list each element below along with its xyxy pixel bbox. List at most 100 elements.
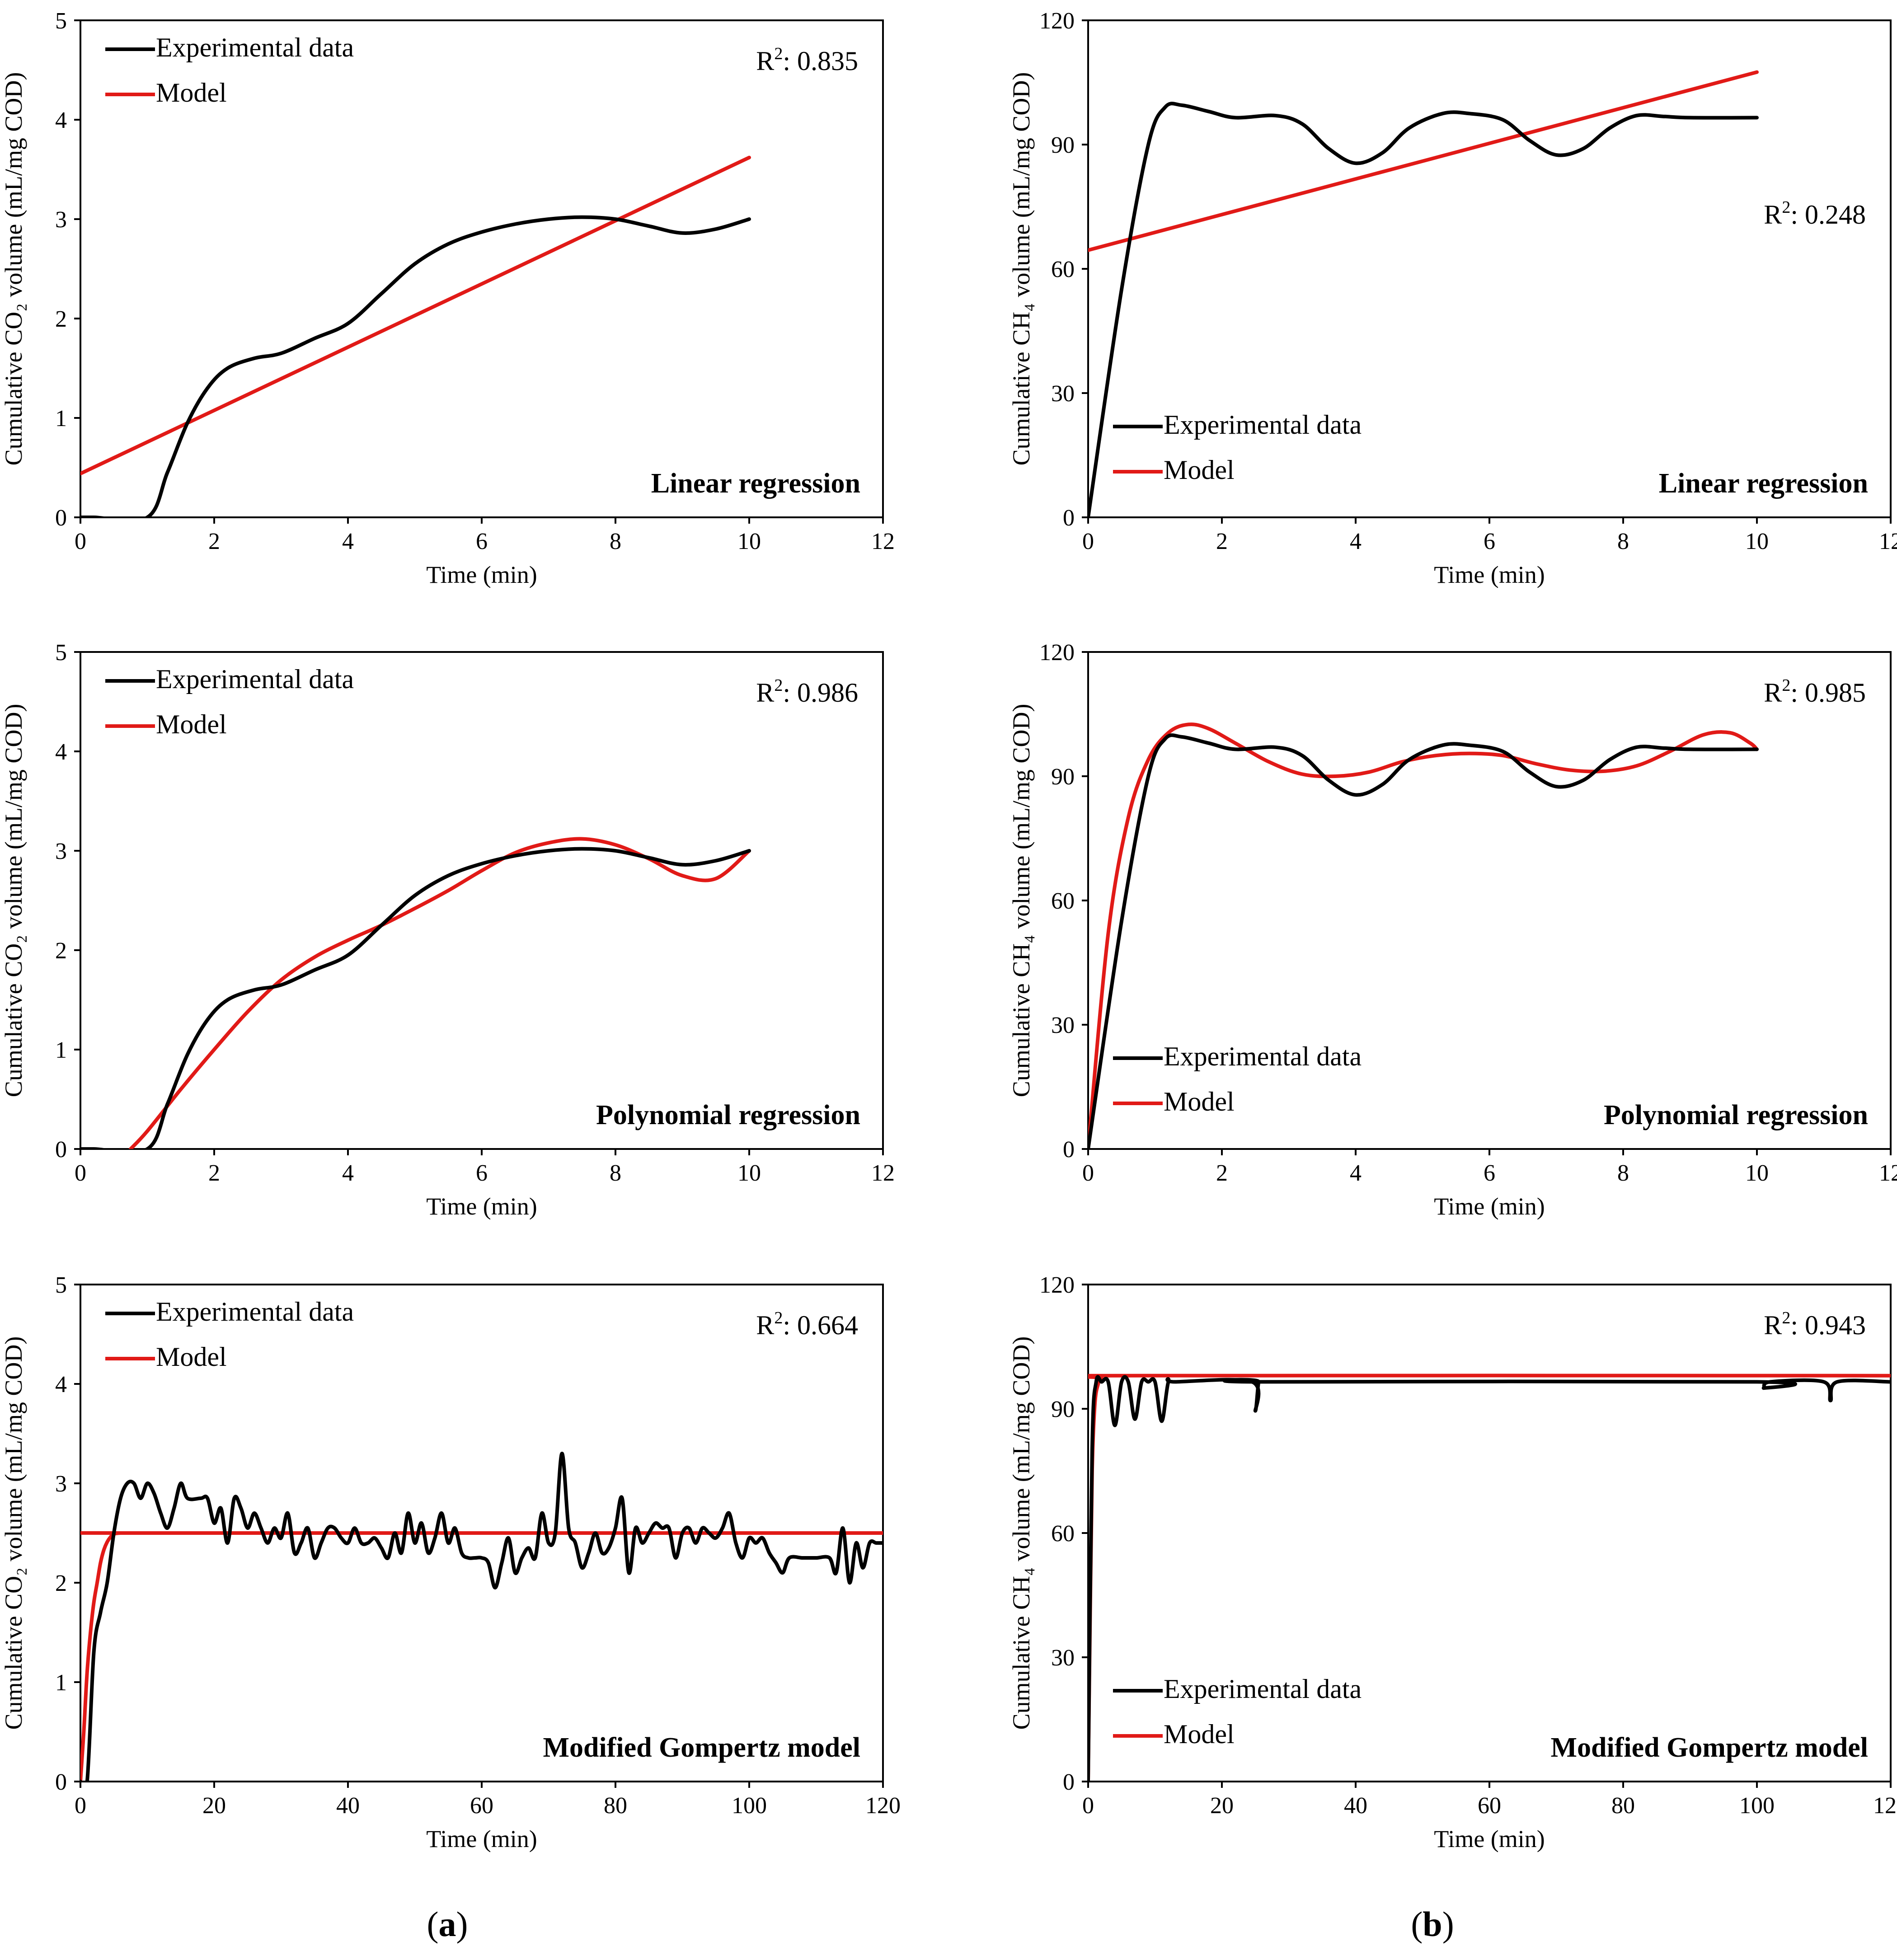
experimental-series-line bbox=[1088, 1375, 1891, 1782]
chart-a-gompertz: 0 20 40 60 80 100 120 0 1 2 3 4 5 Time (min) Cumulativ… bbox=[0, 1272, 901, 1852]
y-axis-title: Cumulative CO₂ volume (mL/mg COD) bbox=[0, 704, 27, 1097]
y-tick-label: 30 bbox=[1051, 1013, 1075, 1038]
y-tick-label: 3 bbox=[55, 1471, 67, 1497]
plot-frame bbox=[1087, 651, 1892, 1150]
legend-label-experimental: Experimental data bbox=[1164, 1041, 1362, 1071]
y-tick-label: 5 bbox=[55, 8, 67, 34]
r-superscript: 2 bbox=[774, 1308, 783, 1327]
x-tick-label: 60 bbox=[1478, 1793, 1501, 1819]
x-tick-label: 120 bbox=[865, 1793, 901, 1819]
y-tick-label: 30 bbox=[1051, 1645, 1075, 1671]
x-tick-label: 10 bbox=[1745, 529, 1769, 554]
y-tick-label: 4 bbox=[55, 739, 67, 765]
x-tick-label: 8 bbox=[610, 529, 621, 554]
r-squared-value: : 0.943 bbox=[1790, 1310, 1866, 1340]
x-tick-label: 8 bbox=[610, 1160, 621, 1186]
experimental-series-line bbox=[80, 847, 751, 1149]
r-superscript: 2 bbox=[774, 44, 783, 63]
experimental-series-line bbox=[80, 1451, 883, 1782]
y-tick-label: 30 bbox=[1051, 381, 1075, 407]
x-axis-title: Time (min) bbox=[1434, 1825, 1545, 1852]
legend-label-experimental: Experimental data bbox=[1164, 1674, 1362, 1704]
x-tick-label: 2 bbox=[1216, 529, 1228, 554]
x-tick-label: 10 bbox=[737, 529, 761, 554]
r-symbol: R bbox=[1764, 1310, 1782, 1340]
experimental-series-line bbox=[1088, 733, 1759, 1149]
model-name-label: Linear regression bbox=[1659, 468, 1868, 499]
legend-label-model: Model bbox=[156, 78, 227, 108]
r-squared-label: R2: 0.943 bbox=[1764, 1308, 1866, 1340]
r-squared-value: : 0.835 bbox=[783, 46, 858, 76]
x-tick-label: 0 bbox=[1082, 529, 1094, 554]
y-tick-label: 90 bbox=[1051, 132, 1075, 158]
legend-label-experimental: Experimental data bbox=[1164, 410, 1362, 440]
x-tick-label: 80 bbox=[1611, 1793, 1635, 1819]
x-tick-label: 0 bbox=[75, 1793, 86, 1819]
r-squared-value: : 0.985 bbox=[1790, 678, 1866, 708]
r-squared-label: R2: 0.835 bbox=[756, 44, 858, 76]
legend-label-experimental: Experimental data bbox=[156, 664, 354, 694]
r-superscript: 2 bbox=[1782, 1308, 1790, 1327]
y-tick-label: 60 bbox=[1051, 888, 1075, 914]
r-squared-value: : 0.664 bbox=[783, 1310, 858, 1340]
x-tick-label: 2 bbox=[208, 529, 220, 554]
legend-label-model: Model bbox=[1164, 455, 1235, 485]
legend-label-experimental: Experimental data bbox=[156, 1297, 354, 1327]
y-tick-label: 90 bbox=[1051, 1397, 1075, 1422]
model-name-label: Polynomial regression bbox=[596, 1100, 860, 1130]
legend-label-experimental: Experimental data bbox=[156, 33, 354, 62]
x-tick-label: 20 bbox=[1210, 1793, 1234, 1819]
r-symbol: R bbox=[756, 1310, 774, 1340]
x-tick-label: 12 bbox=[1879, 529, 1897, 554]
y-tick-label: 0 bbox=[55, 1769, 67, 1795]
y-tick-label: 2 bbox=[55, 1571, 67, 1596]
x-tick-label: 4 bbox=[1350, 1160, 1362, 1186]
y-tick-label: 0 bbox=[1063, 505, 1075, 531]
x-tick-label: 6 bbox=[476, 1160, 488, 1186]
x-tick-label: 0 bbox=[75, 529, 86, 554]
x-axis-title: Time (min) bbox=[426, 561, 537, 588]
r-superscript: 2 bbox=[1782, 676, 1790, 695]
r-squared-label: R2: 0.985 bbox=[1764, 676, 1866, 708]
y-axis-title: Cumulative CO₂ volume (mL/mg COD) bbox=[0, 1336, 27, 1730]
x-tick-label: 0 bbox=[1082, 1160, 1094, 1186]
y-tick-label: 1 bbox=[55, 1670, 67, 1696]
x-tick-label: 4 bbox=[342, 1160, 354, 1186]
y-tick-label: 0 bbox=[55, 505, 67, 531]
x-tick-label: 6 bbox=[476, 529, 488, 554]
r-squared-label: R2: 0.248 bbox=[1764, 198, 1866, 230]
x-tick-label: 100 bbox=[732, 1793, 767, 1819]
y-tick-label: 120 bbox=[1039, 640, 1075, 666]
y-axis-title: Cumulative CH₄ volume (mL/mg COD) bbox=[1008, 704, 1035, 1097]
r-squared-label: R2: 0.986 bbox=[756, 676, 858, 708]
r-symbol: R bbox=[1764, 200, 1782, 230]
model-name-label: Polynomial regression bbox=[1604, 1100, 1868, 1130]
y-tick-label: 120 bbox=[1039, 8, 1075, 34]
x-axis-title: Time (min) bbox=[426, 1193, 537, 1220]
legend-label-model: Model bbox=[156, 1342, 227, 1372]
r-squared-value: : 0.248 bbox=[1790, 200, 1866, 230]
y-axis-title: Cumulative CH₄ volume (mL/mg COD) bbox=[1008, 1336, 1035, 1730]
r-symbol: R bbox=[756, 46, 774, 76]
x-tick-label: 60 bbox=[470, 1793, 493, 1819]
x-tick-label: 20 bbox=[202, 1793, 226, 1819]
experimental-series-line bbox=[1088, 102, 1759, 517]
y-tick-label: 4 bbox=[55, 108, 67, 133]
x-tick-label: 8 bbox=[1617, 529, 1629, 554]
y-tick-label: 60 bbox=[1051, 257, 1075, 282]
x-tick-label: 4 bbox=[342, 529, 354, 554]
r-squared-value: : 0.986 bbox=[783, 678, 858, 708]
x-tick-label: 40 bbox=[1344, 1793, 1367, 1819]
x-tick-label: 120 bbox=[1873, 1793, 1897, 1819]
y-tick-label: 120 bbox=[1039, 1272, 1075, 1298]
y-tick-label: 1 bbox=[55, 406, 67, 431]
x-tick-label: 4 bbox=[1350, 529, 1362, 554]
y-axis-title: Cumulative CO₂ volume (mL/mg COD) bbox=[0, 72, 27, 466]
y-tick-label: 2 bbox=[55, 938, 67, 964]
y-tick-label: 0 bbox=[1063, 1137, 1075, 1163]
y-tick-label: 3 bbox=[55, 839, 67, 864]
